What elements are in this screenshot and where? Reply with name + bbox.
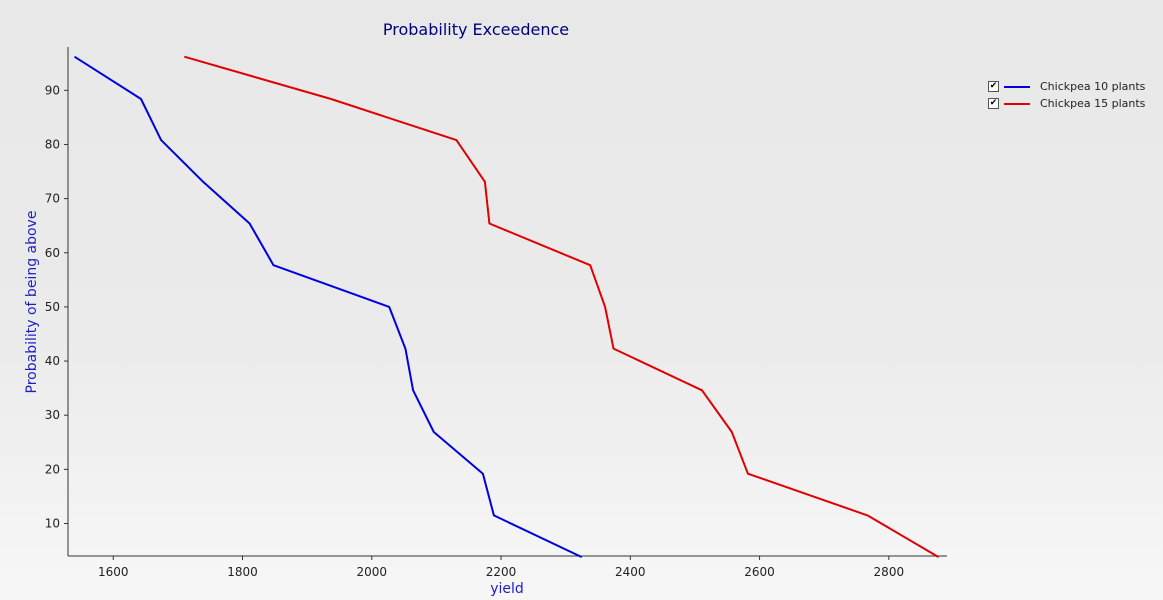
series-layer: [73, 55, 940, 559]
legend-swatch-chickpea-10: [1004, 85, 1030, 88]
series-line-0: [73, 55, 583, 559]
legend-swatch-chickpea-15: [1004, 102, 1030, 105]
y-tick-label: 20: [45, 462, 60, 476]
legend-label-chickpea-10: Chickpea 10 plants: [1040, 80, 1146, 93]
x-tick-label: 2400: [615, 565, 646, 579]
x-tick-label: 1600: [98, 565, 129, 579]
y-tick-label: 60: [45, 246, 60, 260]
y-tick-label: 10: [45, 517, 60, 531]
y-axis-title: Probability of being above: [24, 211, 40, 394]
legend: ✔ Chickpea 10 plants ✔ Chickpea 15 plant…: [988, 78, 1145, 112]
y-tick-label: 50: [45, 300, 60, 314]
legend-item-chickpea-15[interactable]: ✔ Chickpea 15 plants: [988, 95, 1145, 112]
legend-item-chickpea-10[interactable]: ✔ Chickpea 10 plants: [988, 78, 1145, 95]
legend-checkbox-chickpea-10[interactable]: ✔: [988, 81, 999, 92]
x-axis-title: yield: [490, 581, 524, 597]
y-tick-label: 30: [45, 408, 60, 422]
y-tick-label: 90: [45, 83, 60, 97]
x-tick-label: 2800: [874, 565, 905, 579]
y-tick-label: 80: [45, 137, 60, 151]
x-tick-label: 1800: [227, 565, 258, 579]
legend-label-chickpea-15: Chickpea 15 plants: [1040, 97, 1146, 110]
x-tick-label: 2000: [356, 565, 387, 579]
chart-title: Probability Exceedence: [383, 20, 569, 39]
ticks-layer: 1600 1800 2000 2200 2400 2600 2800 10 20 30 40 50 60…: [45, 83, 904, 579]
series-line-1: [184, 55, 940, 558]
legend-checkbox-chickpea-15[interactable]: ✔: [988, 98, 999, 109]
y-tick-label: 40: [45, 354, 60, 368]
y-tick-label: 70: [45, 192, 60, 206]
x-tick-label: 2200: [486, 565, 517, 579]
x-tick-label: 2600: [744, 565, 775, 579]
